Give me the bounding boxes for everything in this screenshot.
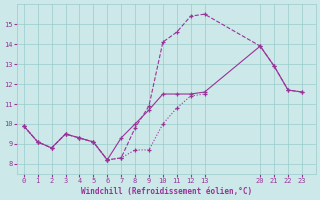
X-axis label: Windchill (Refroidissement éolien,°C): Windchill (Refroidissement éolien,°C) <box>81 187 252 196</box>
